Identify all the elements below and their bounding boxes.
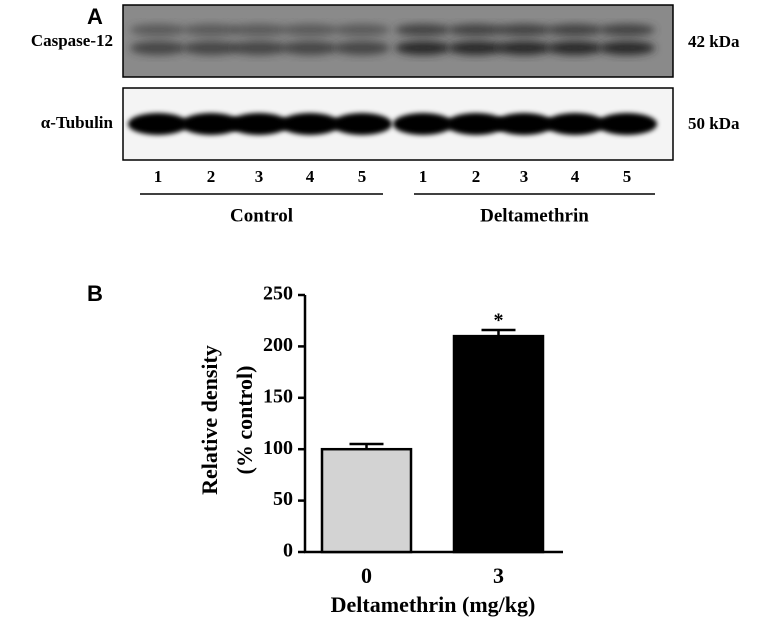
band: [448, 24, 504, 36]
lane-label: 5: [358, 167, 367, 186]
band: [183, 41, 239, 55]
y-tick-label: 200: [263, 334, 293, 356]
row-label: α-Tubulin: [41, 113, 114, 132]
band: [229, 113, 289, 135]
size-label: 50 kDa: [688, 114, 740, 133]
band: [599, 41, 655, 55]
row-label: Caspase-12: [31, 31, 113, 50]
y-tick-label: 250: [263, 283, 293, 305]
band: [496, 41, 552, 55]
band: [282, 24, 338, 36]
y-axis-title: (% control): [232, 366, 257, 475]
band: [280, 113, 340, 135]
western-blot: [122, 4, 674, 161]
band: [496, 24, 552, 36]
band: [597, 113, 657, 135]
band: [446, 113, 506, 135]
band: [334, 41, 390, 55]
y-tick-label: 150: [263, 385, 293, 407]
band: [231, 24, 287, 36]
panel-label: A: [87, 4, 103, 29]
x-tick-label: 0: [361, 563, 372, 588]
band: [547, 41, 603, 55]
lane-label: 4: [306, 167, 315, 186]
y-tick-label: 100: [263, 437, 293, 459]
band: [128, 113, 188, 135]
y-tick-label: 50: [273, 488, 293, 510]
significance-marker: *: [494, 310, 504, 332]
x-tick-label: 3: [493, 563, 504, 588]
lane-label: 3: [255, 167, 264, 186]
bar-chart: Deltamethrin (mg/kg) Relative density (%…: [197, 295, 563, 617]
band: [393, 113, 453, 135]
band: [545, 113, 605, 135]
group-label: Control: [230, 205, 293, 226]
y-axis-title: Relative density: [197, 345, 222, 495]
lane-label: 2: [207, 167, 216, 186]
bar: [320, 447, 413, 554]
band: [130, 41, 186, 55]
lane-label: 3: [520, 167, 529, 186]
size-label: 42 kDa: [688, 32, 740, 51]
band: [183, 24, 239, 36]
band: [181, 113, 241, 135]
band: [599, 24, 655, 36]
band: [547, 24, 603, 36]
lane-label: 1: [419, 167, 428, 186]
x-axis-title: Deltamethrin (mg/kg): [331, 592, 536, 617]
panel-label: B: [87, 281, 103, 306]
lane-label: 2: [472, 167, 481, 186]
group-label: Deltamethrin: [480, 205, 589, 226]
band: [130, 24, 186, 36]
y-tick-label: 0: [283, 540, 293, 562]
band: [448, 41, 504, 55]
band: [231, 41, 287, 55]
lane-label: 5: [623, 167, 632, 186]
band: [334, 24, 390, 36]
blot-box: [122, 4, 674, 78]
lane-label: 4: [571, 167, 580, 186]
band: [332, 113, 392, 135]
bar: [452, 334, 545, 554]
band: [282, 41, 338, 55]
lane-label: 1: [154, 167, 163, 186]
band: [395, 41, 451, 55]
band: [395, 24, 451, 36]
band: [494, 113, 554, 135]
